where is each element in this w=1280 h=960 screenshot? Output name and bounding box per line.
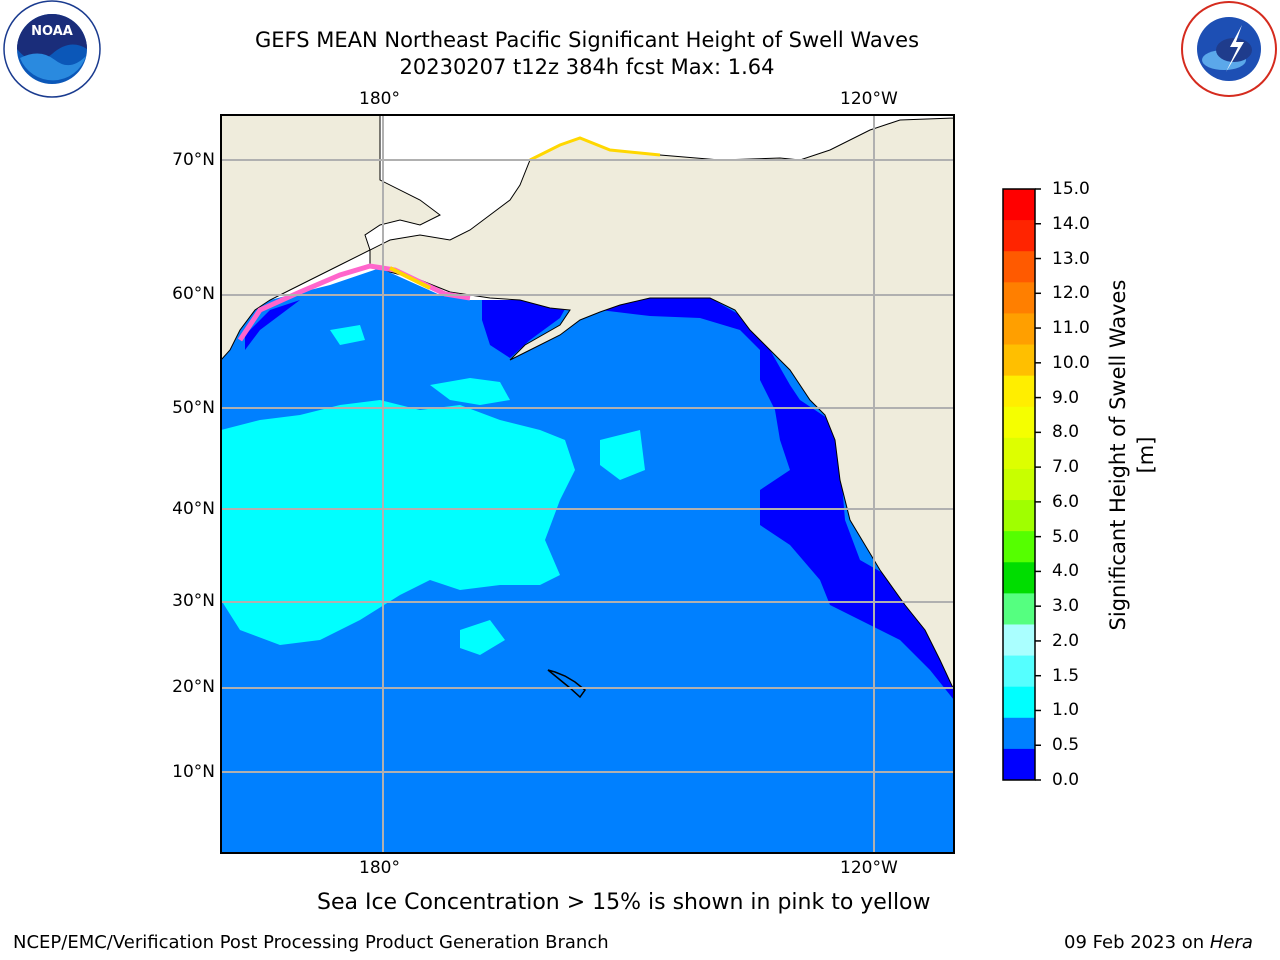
colorbar-tick-label: 3.0: [1052, 596, 1080, 617]
footer-date-text: 09 Feb 2023 on: [1064, 932, 1210, 953]
footer-machine: Hera: [1209, 932, 1253, 953]
lat-label-40n: 40°N: [172, 499, 215, 519]
colorbar-segment: [1003, 313, 1035, 346]
map-frame: [220, 114, 955, 854]
colorbar-segment: [1003, 500, 1035, 532]
colorbar-tick-label: 8.0: [1052, 422, 1080, 443]
colorbar-segment: [1003, 468, 1035, 501]
swell-cyan-mid: [430, 378, 510, 405]
colorbar-tick-label: 6.0: [1052, 491, 1080, 512]
colorbar-segment: [1003, 406, 1035, 439]
swell-cyan-central: [221, 400, 575, 645]
lat-label-30n: 30°N: [172, 591, 215, 611]
colorbar-segment: [1003, 593, 1035, 625]
colorbar-tick-label: 7.0: [1052, 457, 1080, 478]
map-subtitle: 20230207 t12z 384h fcst Max: 1.64: [399, 55, 775, 79]
colorbar-segment: [1003, 375, 1035, 408]
colorbar: [1003, 188, 1041, 781]
lon-label-bottom-120w: 120°W: [840, 858, 898, 878]
graticule: [221, 115, 954, 853]
lat-label-10n: 10°N: [172, 762, 215, 782]
colorbar-segment: [1003, 282, 1035, 314]
colorbar-segment: [1003, 220, 1035, 252]
colorbar-tick-label: 10.0: [1052, 352, 1090, 373]
colorbar-tick-label: 12.0: [1052, 283, 1090, 304]
sea-ice-edge-bering-yellow: [389, 266, 431, 290]
svg-text:NOAA: NOAA: [31, 24, 73, 39]
colorbar-segment: [1003, 748, 1035, 781]
colorbar-segment: [1003, 717, 1035, 750]
lon-label-bottom-180: 180°: [359, 858, 400, 878]
swell-cyan-south: [460, 620, 505, 655]
low-swell-bering: [482, 300, 570, 358]
colorbar-tick-label: 4.0: [1052, 561, 1080, 582]
map-title: GEFS MEAN Northeast Pacific Significant …: [254, 28, 920, 52]
low-swell-aleutian: [245, 300, 300, 350]
lat-label-20n: 20°N: [172, 677, 215, 697]
colorbar-segment: [1003, 655, 1035, 688]
lon-label-top-120w: 120°W: [840, 89, 898, 109]
colorbar-tick-label: 2.0: [1052, 630, 1080, 651]
national-weather-service-logo: [1178, 0, 1280, 100]
colorbar-segment: [1003, 562, 1035, 594]
colorbar-segment: [1003, 189, 1035, 221]
colorbar-tick-label: 15.0: [1052, 179, 1090, 199]
colorbar-segment: [1003, 531, 1035, 563]
colorbar-tick-label: 14.0: [1052, 213, 1090, 234]
noaa-logo: NOAA: [0, 0, 104, 100]
colorbar-segment: [1003, 624, 1035, 657]
lon-label-top-180: 180°: [359, 89, 400, 109]
low-swell-gulf-alaska: [600, 298, 954, 700]
colorbar-segment: [1003, 686, 1035, 719]
colorbar-segment: [1003, 344, 1035, 377]
sea-ice-caption: Sea Ice Concentration > 15% is shown in …: [317, 890, 931, 915]
colorbar-segment: [1003, 437, 1035, 470]
colorbar-tick-label: 0.5: [1052, 735, 1080, 756]
sea-ice-edge-bering: [237, 263, 471, 342]
colorbar-tick-label: 9.0: [1052, 387, 1080, 408]
colorbar-tick-label: 13.0: [1052, 248, 1090, 269]
swell-cyan-patch-2: [600, 430, 645, 480]
ocean-bering-west: [221, 268, 470, 360]
sea-ice-edge-arctic: [529, 136, 661, 162]
footer-credit: NCEP/EMC/Verification Post Processing Pr…: [13, 932, 609, 953]
colorbar-tick-label: 1.0: [1052, 700, 1080, 721]
colorbar-tick-label: 5.0: [1052, 526, 1080, 547]
lat-label-50n: 50°N: [172, 398, 215, 418]
swell-cyan-patch-1: [330, 325, 365, 345]
colorbar-tick-label: 0.0: [1052, 770, 1080, 790]
colorbar-tick-label: 11.0: [1052, 318, 1090, 339]
land-siberia: [221, 115, 441, 361]
island-hawaii: [547, 669, 587, 699]
colorbar-tick-label: 1.5: [1052, 665, 1080, 686]
lat-label-60n: 60°N: [172, 284, 215, 304]
lat-label-70n: 70°N: [172, 150, 215, 170]
colorbar-title: Significant Height of Swell Waves [m]: [1106, 279, 1158, 631]
footer-date: 09 Feb 2023 on Hera: [1064, 932, 1253, 953]
colorbar-segment: [1003, 251, 1035, 283]
